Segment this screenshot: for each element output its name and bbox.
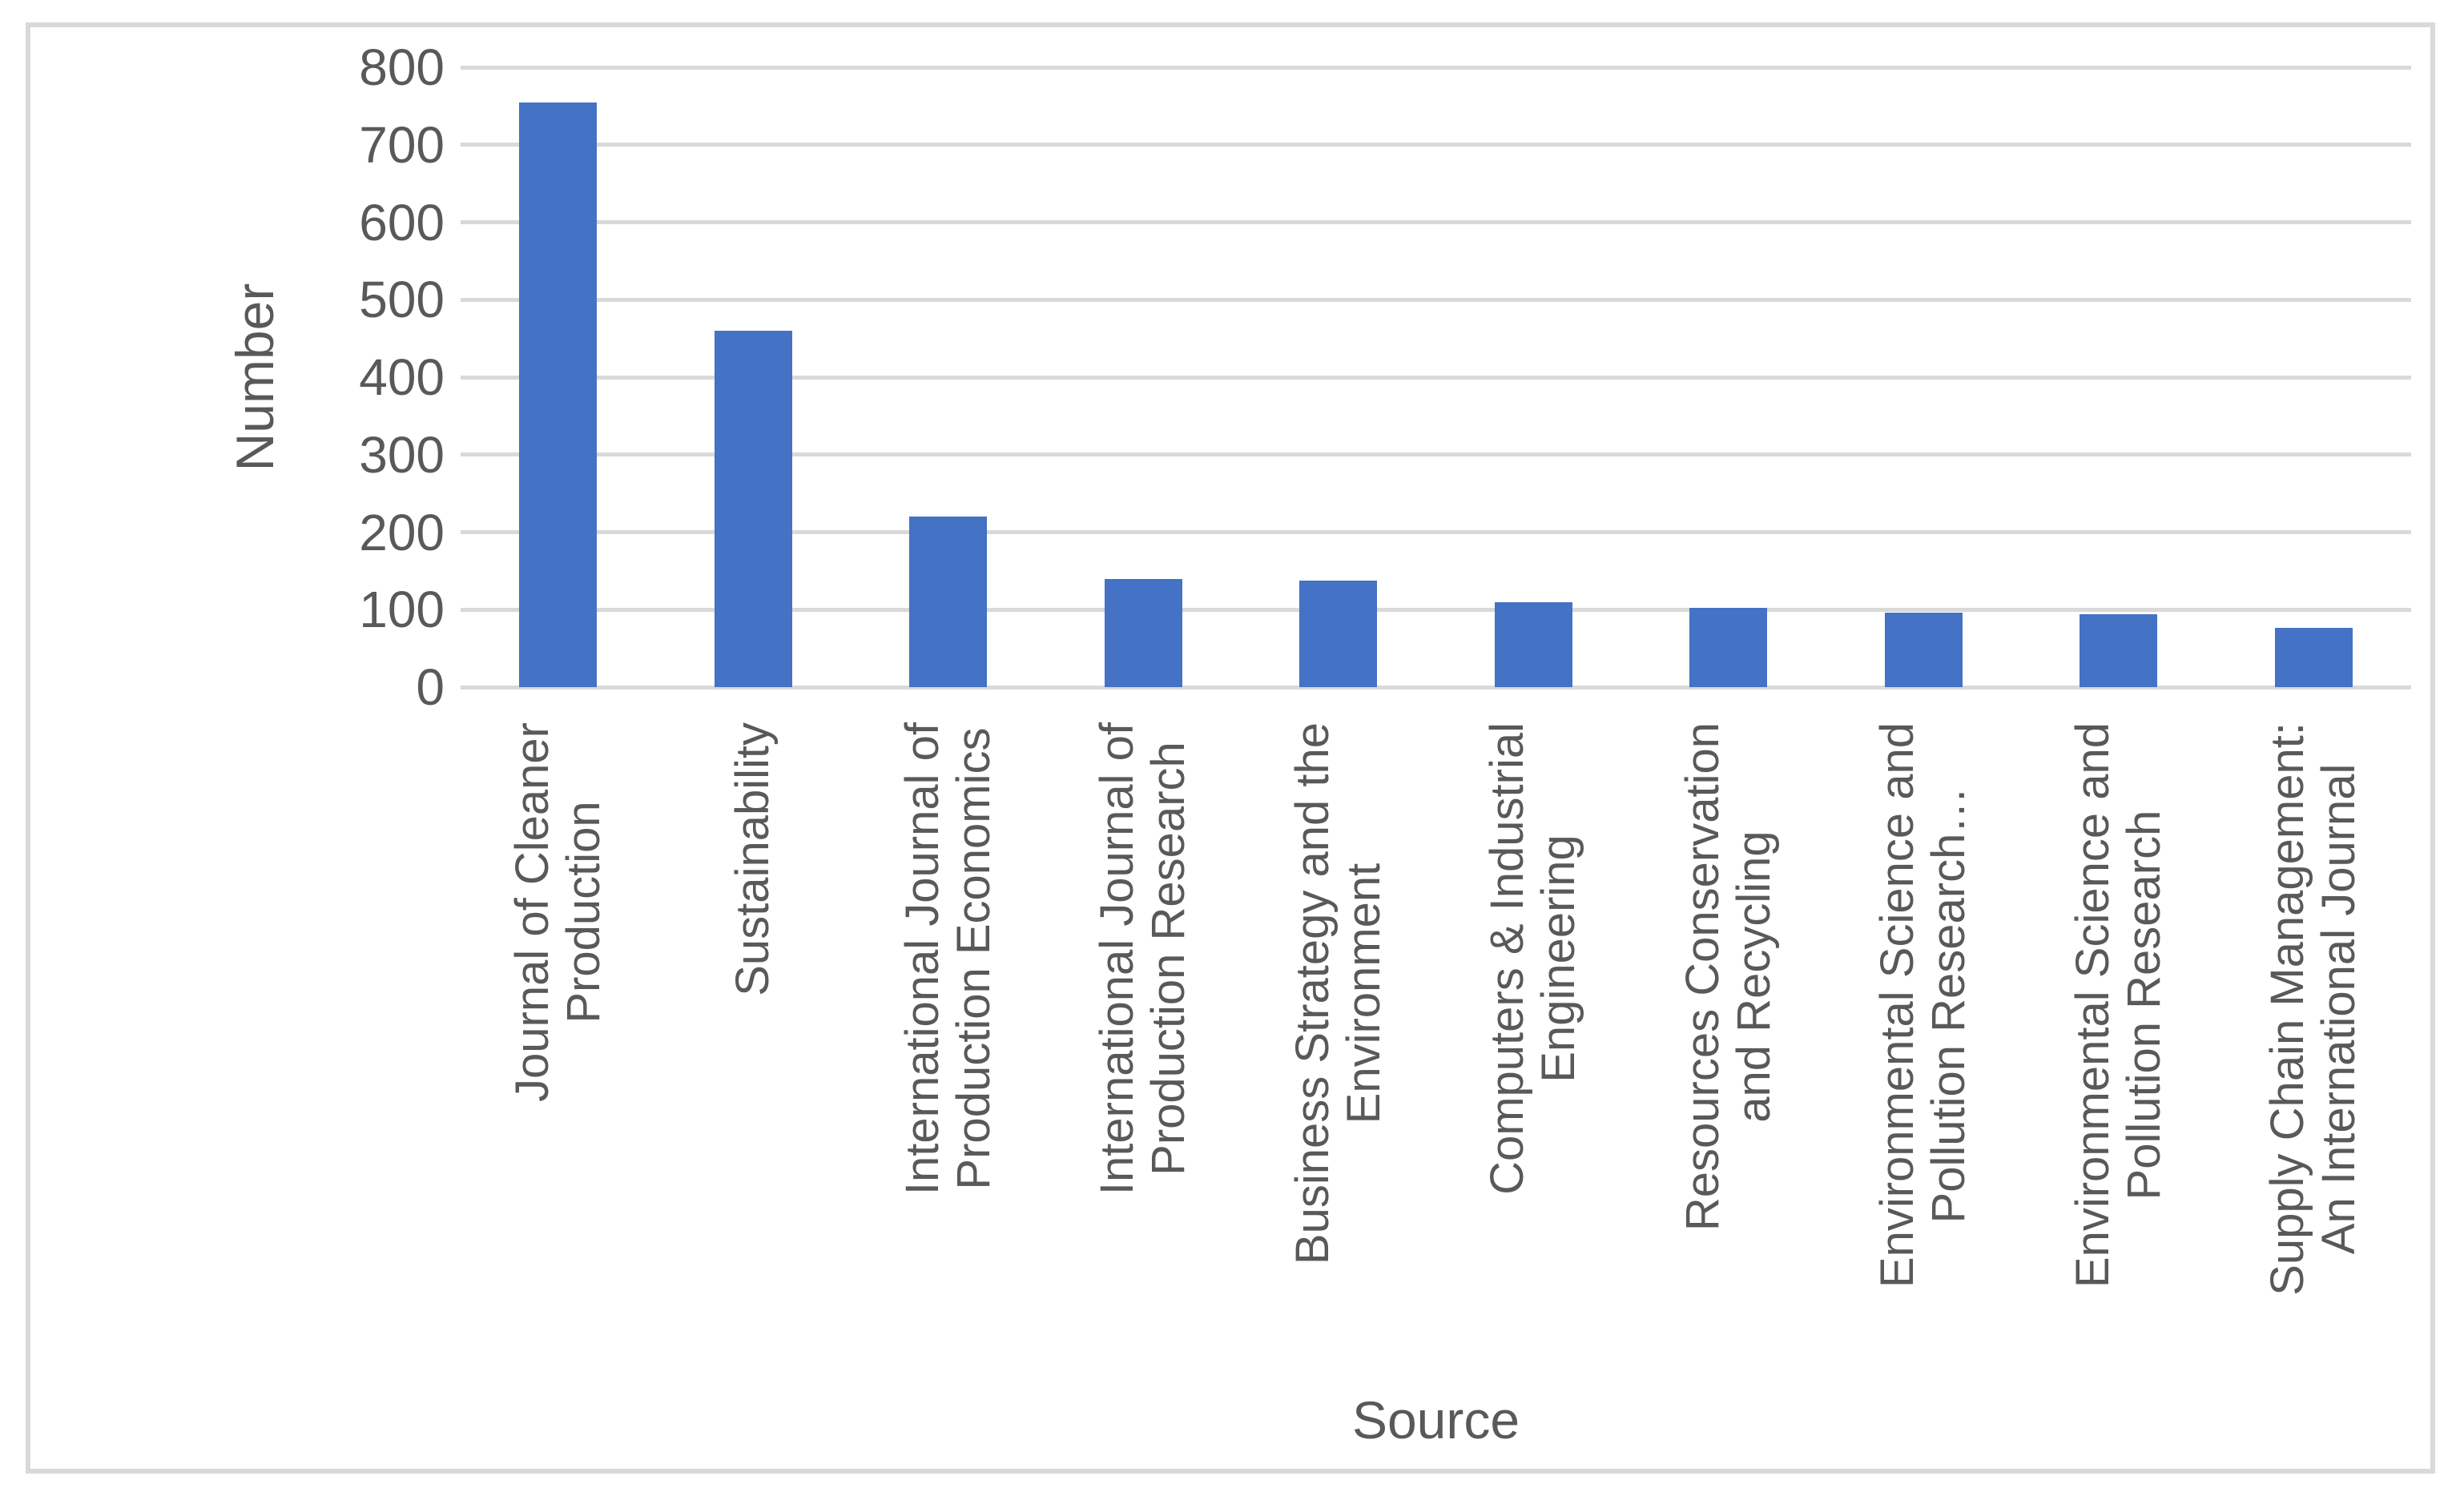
bar-1: [519, 102, 598, 687]
y-tick-label-500: 500: [359, 271, 445, 329]
gridline-200: [461, 530, 2411, 534]
gridline-700: [461, 143, 2411, 147]
gridline-400: [461, 375, 2411, 380]
chart-frame: [26, 22, 2435, 1474]
bar-slot-2: [656, 67, 852, 687]
gridline-0: [461, 685, 2411, 690]
gridline-100: [461, 607, 2411, 612]
y-tick-label-100: 100: [359, 581, 445, 639]
bar-slot-7: [1631, 67, 1826, 687]
bar-series: [461, 67, 2411, 687]
gridline-500: [461, 297, 2411, 302]
bar-10: [2274, 627, 2353, 687]
bar-2: [714, 330, 792, 687]
bar-slot-8: [1826, 67, 2022, 687]
gridlines: [461, 65, 2411, 690]
y-tick-label-200: 200: [359, 503, 445, 561]
y-tick-label-0: 0: [416, 658, 445, 716]
bar-7: [1689, 608, 1768, 687]
bar-9: [2080, 614, 2158, 687]
gridline-600: [461, 220, 2411, 224]
y-tick-label-600: 600: [359, 193, 445, 251]
bar-8: [1884, 613, 1963, 687]
bar-slot-10: [2216, 67, 2412, 687]
bar-slot-6: [1436, 67, 1632, 687]
bar-slot-4: [1046, 67, 1242, 687]
y-tick-label-400: 400: [359, 348, 445, 406]
bar-5: [1299, 581, 1378, 687]
bar-slot-3: [851, 67, 1046, 687]
bar-6: [1494, 601, 1572, 687]
gridline-800: [461, 65, 2411, 70]
y-tick-label-700: 700: [359, 115, 445, 174]
bar-slot-5: [1241, 67, 1436, 687]
bar-3: [909, 517, 988, 687]
x-axis-title: Source: [1351, 1390, 1520, 1450]
bar-slot-1: [461, 67, 656, 687]
plot-area: [461, 65, 2411, 690]
bar-slot-9: [2021, 67, 2216, 687]
gridline-300: [461, 452, 2411, 457]
y-tick-label-300: 300: [359, 425, 445, 484]
bar-4: [1104, 578, 1182, 687]
y-tick-label-800: 800: [359, 38, 445, 96]
